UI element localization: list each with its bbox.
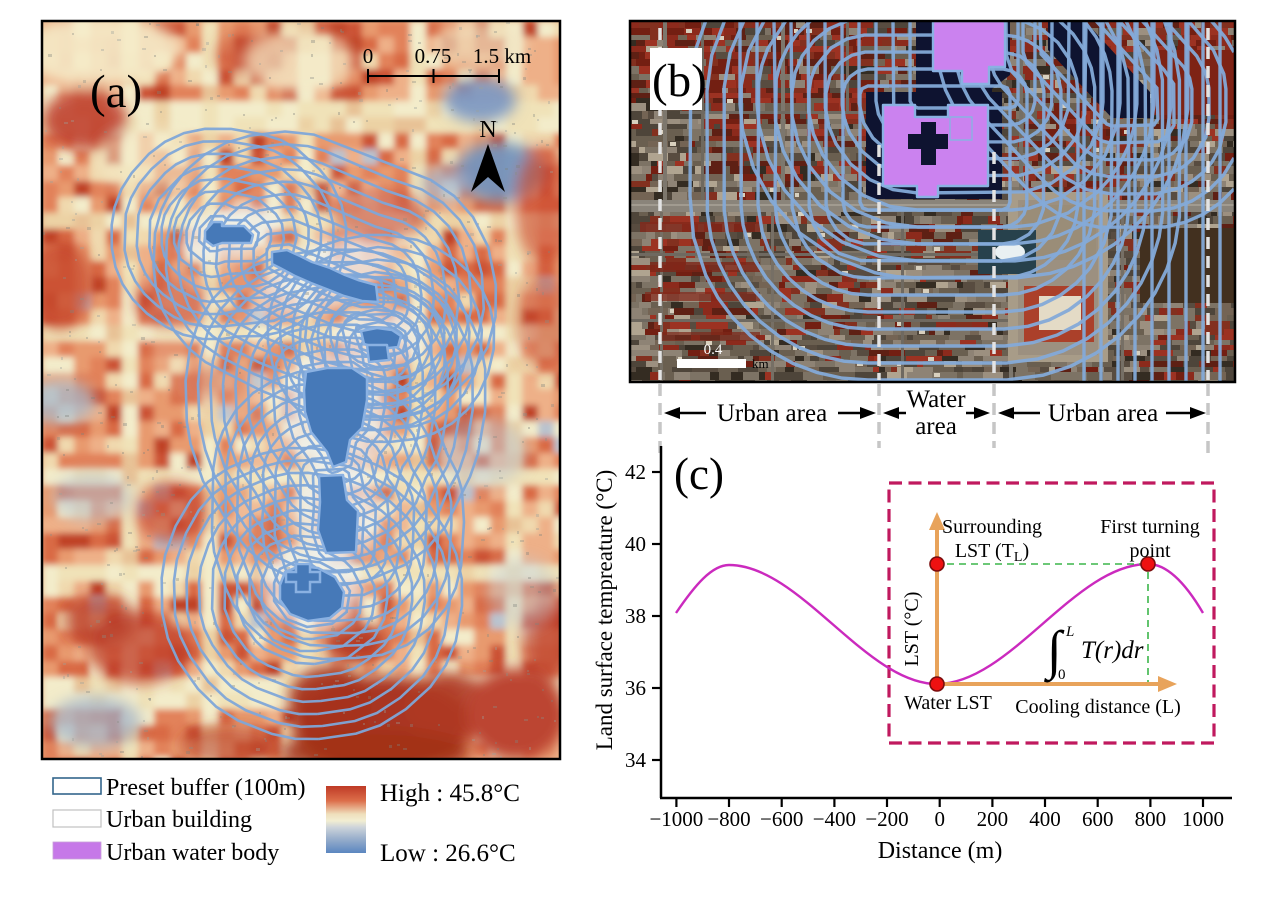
svg-text:0.75: 0.75	[415, 44, 452, 68]
svg-text:1.5 km: 1.5 km	[473, 44, 531, 68]
svg-text:0: 0	[363, 44, 374, 68]
svg-text:(a): (a)	[90, 66, 142, 118]
svg-text:N: N	[479, 117, 496, 143]
